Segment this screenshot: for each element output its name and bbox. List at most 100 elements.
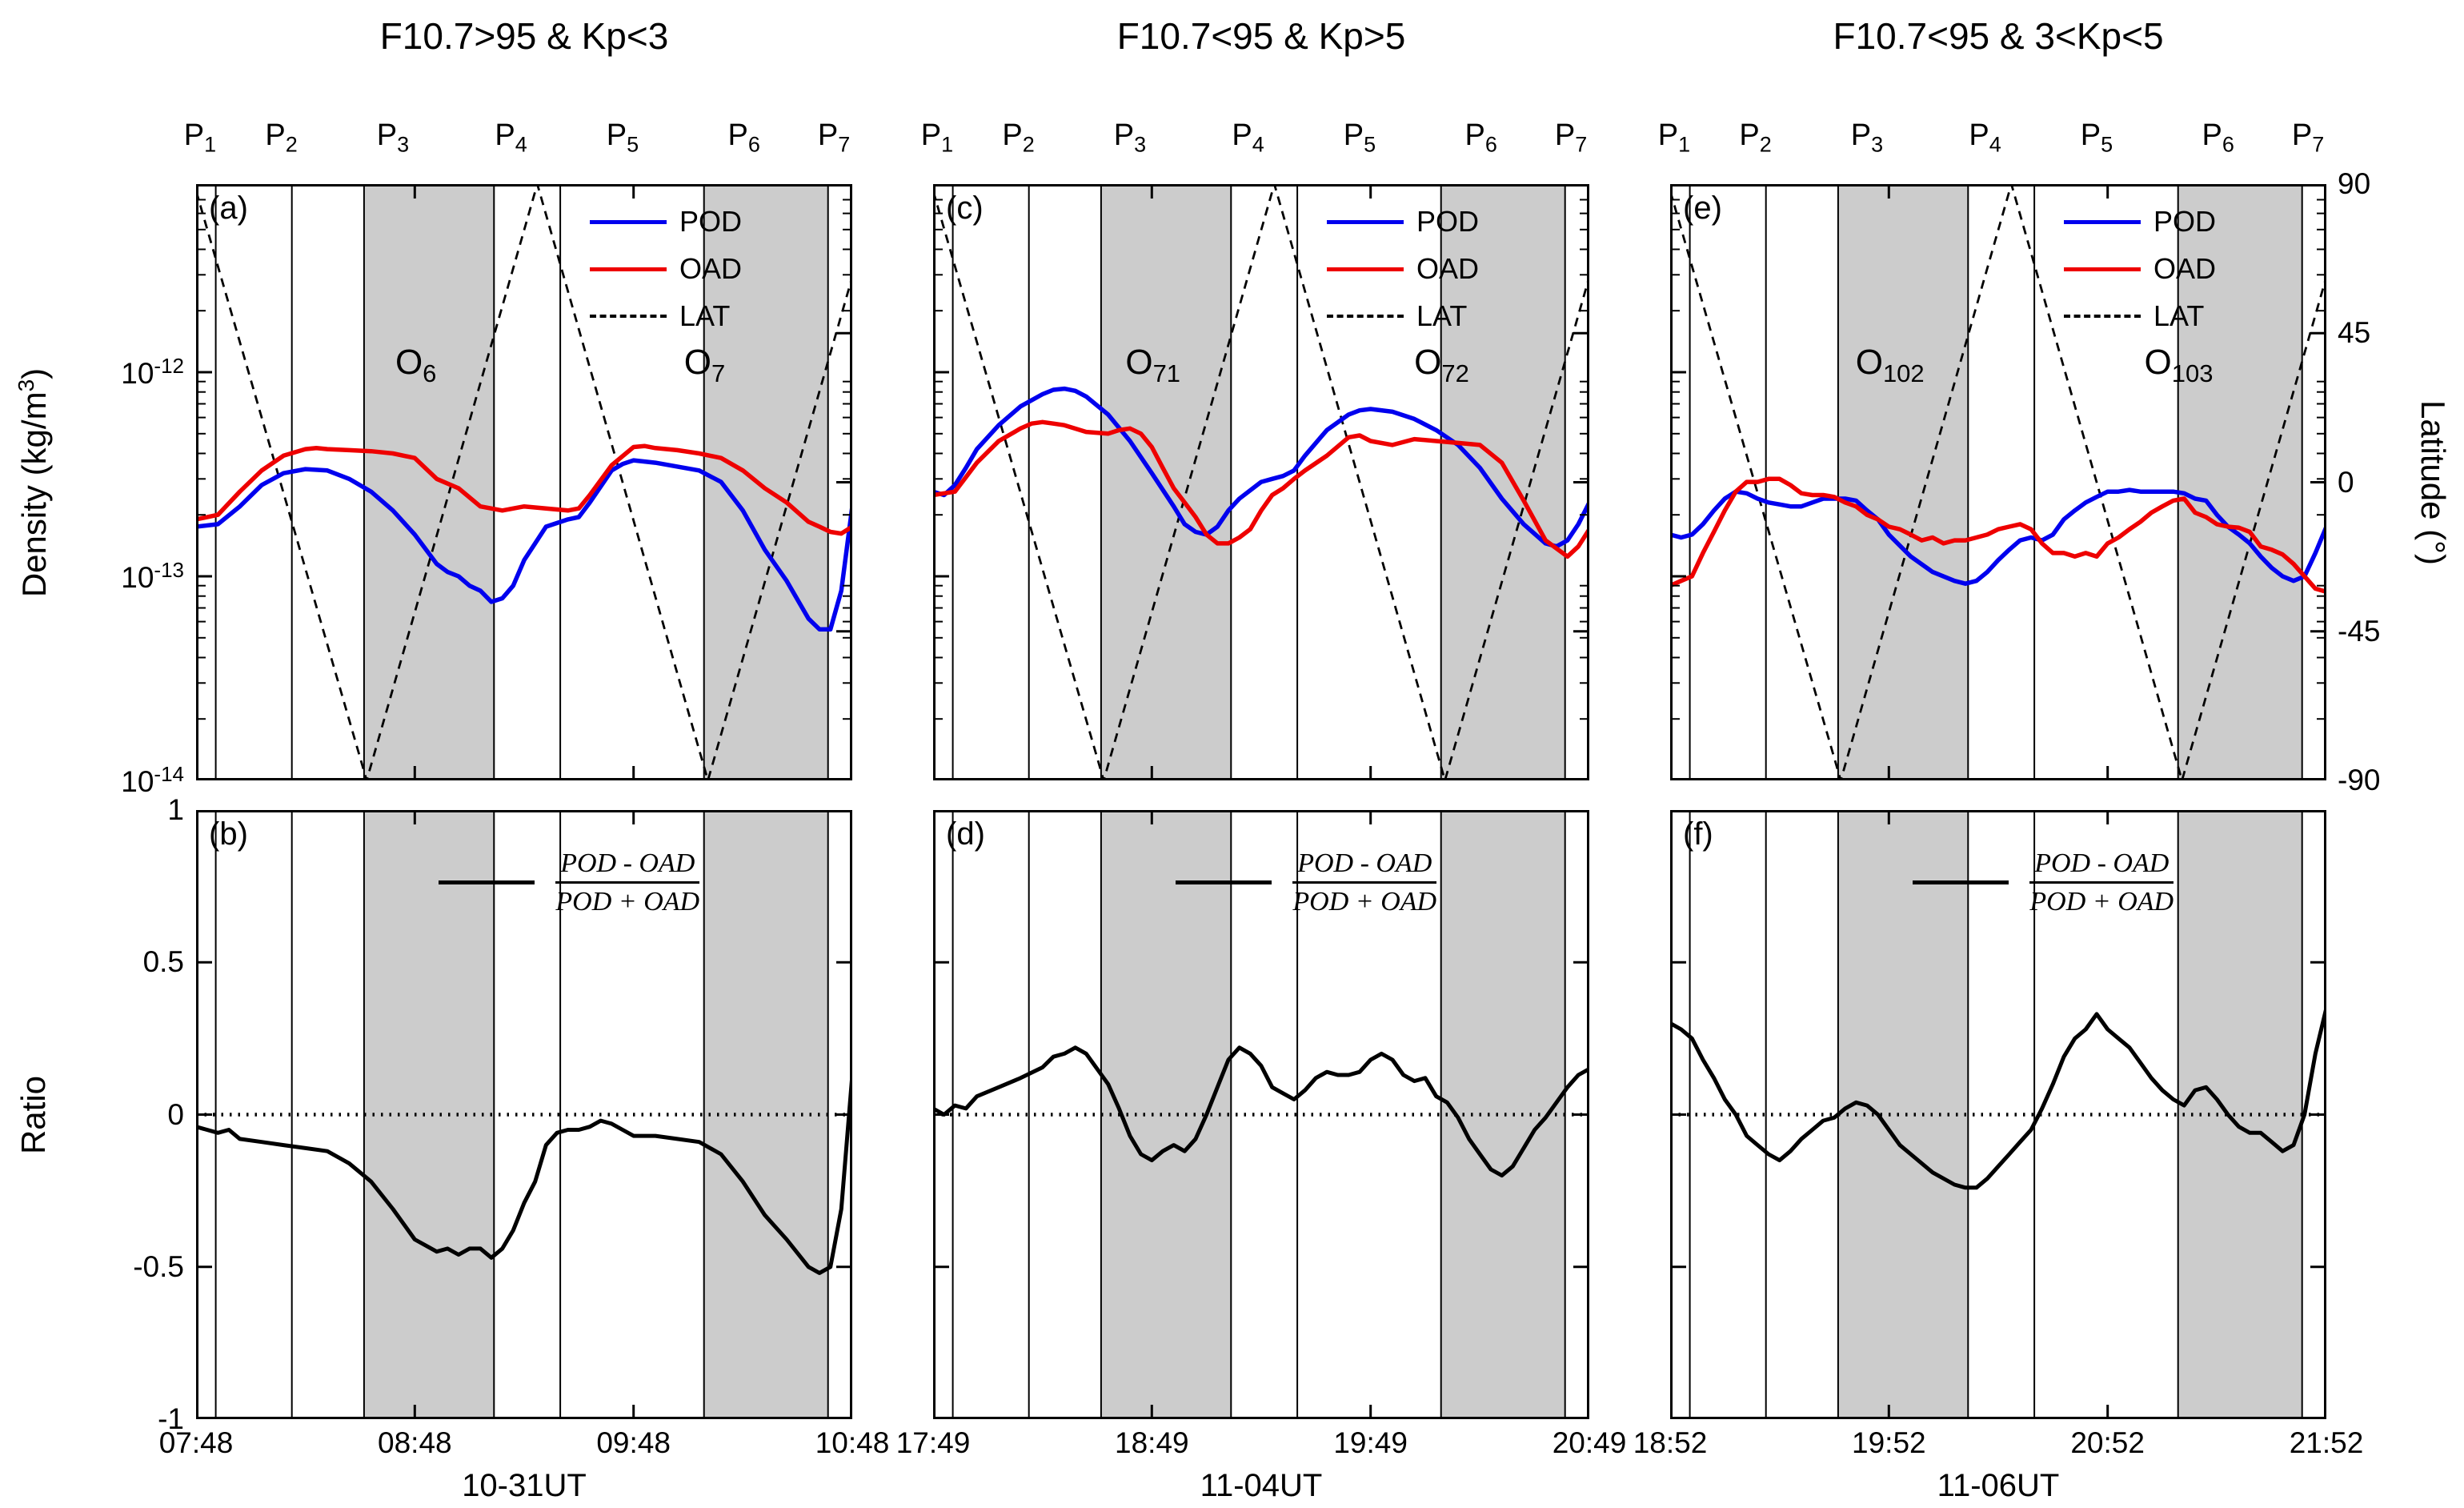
orbit-label-O71: O71 [1125,343,1181,387]
p-label-2: P2 [265,118,298,157]
shaded-orbit-band [703,184,828,780]
tick-marks [196,186,852,779]
density-legend: POD OAD LAT [2064,205,2216,333]
lat-line-sample [1327,315,1404,318]
tick-marks [1670,812,2326,1418]
oad-line-sample [2064,267,2141,271]
shaded-orbit-band [1837,810,1969,1419]
x-tick-label: 20:52 [2070,1426,2145,1459]
x-axis-label-3: 11-06UT [1937,1468,2060,1503]
legend-label-pod: POD [679,205,743,238]
ratio-formula-denominator: POD + OAD [1292,887,1437,917]
pod-line-sample [2064,219,2141,224]
orbit-label-O103: O103 [2144,343,2214,387]
p-label-2: P2 [1739,118,1772,157]
ratio-formula-denominator: POD + OAD [555,887,700,917]
tick-marks [1670,186,2326,779]
legend-label-lat: LAT [2153,299,2205,332]
p-label-7: P7 [1554,118,1588,157]
density-axis-label: Density (kg/m3) [14,367,54,596]
fraction-bar [1292,881,1437,884]
shaded-orbit-band [2178,184,2302,780]
tick-marks [196,812,852,1418]
p-label-6: P6 [2202,118,2234,157]
x-tick-label: 18:52 [1633,1426,1708,1459]
oad-line [196,443,852,536]
shaded-orbit-band [363,810,495,1419]
density-plot-e [1670,184,2326,780]
shaded-orbit-band [1440,810,1565,1419]
legend-label-pod: POD [1416,205,1480,238]
tick-marks [933,186,1589,779]
density-legend: POD OAD LAT [590,205,742,333]
ratio-tick-label: 1 [167,793,184,826]
pod-line [1670,487,2326,586]
pod-line [933,386,1589,549]
ratio-axis-label: Ratio [14,1075,52,1154]
density-plot-c [933,184,1589,780]
p-label-6: P6 [727,118,760,157]
shaded-orbit-band [1440,184,1565,780]
lat-line-sample [590,315,667,318]
density-axis-label-sup: 3 [14,379,38,391]
p-label-4: P4 [1969,118,2001,157]
legend-label-lat: LAT [1416,299,1468,332]
p-label-3: P3 [1113,118,1147,157]
legend-entry-pod: POD [590,205,742,239]
ratio-line [196,1074,852,1275]
ratio-tick-label: 0.5 [142,945,184,979]
ratio-legend: POD - OAD POD + OAD [1176,848,1437,917]
ratio-legend: POD - OAD POD + OAD [1913,848,2174,917]
x-axis-label-1: 10-31UT [462,1468,587,1503]
legend-entry-lat: LAT [2064,299,2216,333]
legend-entry-oad: OAD [1327,252,1479,286]
ratio-line [933,1045,1589,1178]
x-tick-label: 19:52 [1852,1426,1926,1459]
tick-marks [933,812,1589,1418]
legend-label-oad: OAD [2153,252,2217,285]
ratio-tick-label: -1 [158,1402,184,1435]
ratio-line-sample [1176,880,1272,885]
p-label-7: P7 [2291,118,2325,157]
shaded-orbit-band [1837,184,1969,780]
panel-border [196,184,852,780]
fraction-bar [2029,881,2174,884]
legend-entry-oad: OAD [590,252,742,286]
x-tick-label: 09:48 [596,1426,671,1459]
panel-border [196,810,852,1419]
ratio-legend: POD - OAD POD + OAD [439,848,700,917]
x-tick-label: 08:48 [378,1426,452,1459]
panel-letter-f: (f) [1683,816,1713,852]
p-label-2: P2 [1002,118,1035,157]
p-label-1: P1 [183,118,217,157]
shaded-orbit-band [2178,810,2302,1419]
column-2-title: F10.7<95 & Kp>5 [1116,15,1406,57]
latitude-axis-label: Latitude (°) [2414,399,2452,565]
x-tick-label: 07:48 [158,1426,234,1459]
p-label-4: P4 [495,118,527,157]
latitude-tick-label: 90 [2338,167,2371,200]
legend-entry-pod: POD [1327,205,1479,239]
p-label-3: P3 [376,118,410,157]
p-label-3: P3 [1850,118,1884,157]
ratio-formula-denominator: POD + OAD [2029,887,2174,917]
ratio-formula: POD - OAD POD + OAD [1292,848,1437,917]
ratio-tick-label: 0 [167,1097,184,1131]
panel-letter-d: (d) [946,816,985,852]
panel-border [1670,810,2326,1419]
legend-entry-lat: LAT [590,299,742,333]
density-legend: POD OAD LAT [1327,205,1479,333]
oad-line [933,419,1589,559]
p-label-5: P5 [606,118,639,157]
legend-label-oad: OAD [1416,252,1480,285]
ratio-plot-b [196,810,852,1419]
shaded-orbit-band [363,184,495,780]
x-tick-label: 18:49 [1115,1426,1189,1459]
density-tick-label: 10-12 [121,353,184,391]
legend-entry-pod: POD [2064,205,2216,239]
latitude-tick-label: -45 [2338,614,2381,648]
x-tick-label: 10:48 [815,1426,890,1459]
fraction-bar [555,881,700,884]
panel-letter-c: (c) [946,191,984,226]
latitude-tick-label: -90 [2338,764,2381,796]
